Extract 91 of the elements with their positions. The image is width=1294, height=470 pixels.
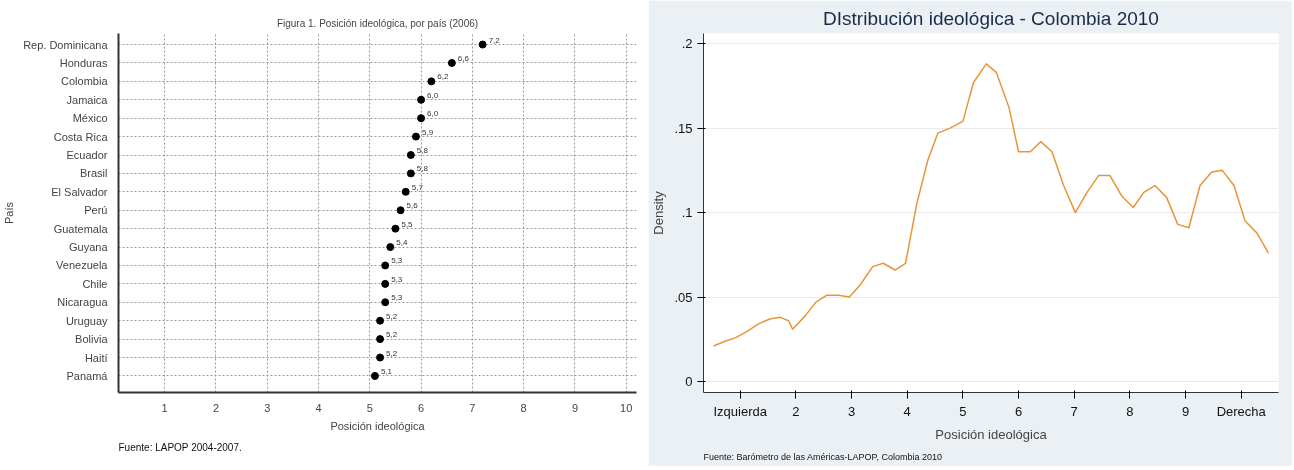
y-tick-label: Colombia [61, 75, 109, 88]
point [447, 58, 456, 67]
data-label: 7,2 [488, 35, 501, 45]
data-label: 5,3 [391, 293, 403, 303]
x-tick-label: Izquierda [713, 403, 768, 419]
data-label: 5,2 [386, 330, 398, 340]
data-label: 5,3 [391, 256, 403, 266]
x-tick-label: 8 [1126, 403, 1134, 419]
x-axis-title: Posición ideológica [935, 426, 1048, 442]
point [406, 169, 415, 178]
point [376, 353, 385, 362]
x-axis-title: Posición ideológica [330, 419, 426, 432]
source-note: Fuente: LAPOP 2004-2007. [118, 441, 242, 453]
line-series [712, 63, 1270, 347]
data-label: 5,9 [421, 127, 434, 137]
point [478, 40, 487, 49]
data-label: 6,0 [427, 90, 439, 100]
x-tick-label: 2 [212, 401, 220, 414]
y-axis-title: Density [651, 190, 667, 235]
y-tick-label: Guyana [68, 241, 109, 254]
y-tick-label: Honduras [59, 56, 108, 69]
data-label: 5,5 [401, 219, 414, 229]
x-tick-label: 5 [366, 401, 373, 414]
chart-title: DIstribución ideológica - Colombia 2010 [823, 7, 1159, 29]
point [401, 187, 410, 196]
y-tick-label: Guatemala [53, 222, 109, 235]
chart-title: Figura 1. Posición ideológica, por país (2006) [276, 17, 479, 29]
y-tick-label: Venezuela [56, 259, 109, 272]
point [381, 261, 390, 270]
y-tick-label: Nicaragua [57, 296, 109, 309]
point [411, 132, 420, 141]
y-tick-label: Bolivia [75, 333, 109, 346]
y-tick-label: México [72, 112, 108, 125]
source-note: Fuente: Barómetro de las Américas-LAPOP, Colombia 2010 [703, 451, 942, 462]
x-tick-label: 3 [847, 403, 856, 419]
data-label: 5,2 [386, 348, 398, 358]
x-tick-label: 7 [469, 401, 476, 414]
point [391, 224, 400, 233]
data-label: 5,4 [396, 238, 408, 248]
data-label: 5,8 [416, 164, 429, 174]
x-tick-label: 2 [792, 403, 800, 419]
point [381, 298, 390, 307]
y-tick-label: Rep. Dominicana [23, 38, 109, 51]
point [386, 243, 395, 252]
y-tick-label: .15 [674, 120, 693, 136]
y-tick-label: Costa Rica [53, 130, 109, 143]
y-tick-label: Uruguay [65, 314, 108, 327]
point [376, 316, 385, 325]
y-tick-label: .2 [681, 36, 693, 52]
point [381, 279, 390, 288]
data-label: 5,7 [411, 182, 424, 192]
point [396, 206, 405, 215]
y-tick-label: Haití [84, 351, 108, 364]
y-tick-label: Ecuador [66, 149, 108, 162]
x-tick-label: 4 [315, 401, 322, 414]
y-tick-label: Panamá [66, 369, 109, 382]
y-axis-title: País [3, 201, 16, 225]
x-tick-label: 5 [959, 403, 967, 419]
x-tick-label: 10 [620, 401, 633, 414]
data-label: 6,2 [437, 72, 450, 82]
x-tick-label: 1 [161, 401, 168, 414]
y-tick-label: .1 [681, 205, 693, 221]
point [406, 151, 415, 159]
y-tick-label: Jamaica [66, 93, 109, 106]
point [427, 77, 436, 86]
y-tick-label: Perú [84, 204, 108, 217]
x-tick-label: Derecha [1216, 403, 1267, 419]
data-label: 6,0 [427, 109, 439, 119]
data-label: 5,8 [416, 146, 429, 156]
x-tick-label: 6 [418, 401, 425, 414]
data-label: 5,6 [406, 201, 419, 211]
x-tick-label: 9 [1181, 403, 1190, 419]
data-label: 6,6 [457, 53, 470, 63]
point [417, 95, 426, 104]
x-tick-label: 8 [520, 401, 527, 414]
y-tick-label: 0 [685, 374, 693, 390]
point [370, 371, 379, 380]
x-tick-label: 4 [903, 403, 911, 419]
x-tick-label: 7 [1070, 403, 1078, 419]
y-tick-label: .05 [674, 289, 693, 305]
point [417, 114, 426, 123]
point [376, 335, 385, 344]
x-tick-label: 3 [264, 401, 271, 414]
data-label: 5,2 [386, 311, 398, 321]
data-label: 5,3 [391, 274, 403, 284]
y-tick-label: Chile [82, 277, 108, 290]
y-tick-label: El Salvador [51, 185, 108, 198]
x-tick-label: 6 [1014, 403, 1023, 419]
x-tick-label: 9 [571, 401, 579, 414]
data-label: 5,1 [380, 366, 393, 376]
y-tick-label: Brasil [79, 167, 108, 180]
